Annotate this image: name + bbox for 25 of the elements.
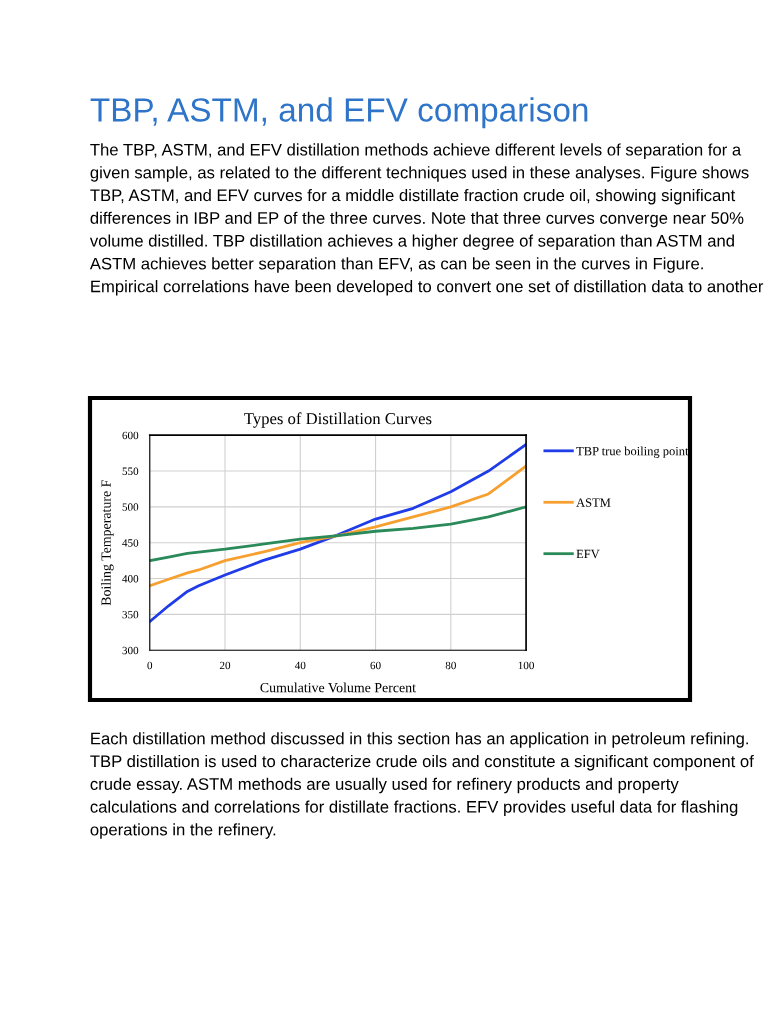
- y-tick-label: 350: [122, 610, 139, 619]
- x-tick-label: 0: [147, 661, 153, 670]
- text: Each distillation method discussed in this section has an application in petroleum refining. TBP distillation is used to characterize crude oils and constitute a significant component of crude essay. ASTM methods are usually used for refinery products and property calculations and correlations for distillate fractions. EFV provides useful data for flashing operations in the refinery.: [90, 732, 754, 839]
- x-tick-label: 100: [518, 661, 534, 670]
- line-series: [149, 505, 527, 563]
- x-tick-label: 80: [445, 661, 456, 670]
- line-series: [149, 443, 527, 623]
- text: TBP, ASTM, and EFV comparison: [90, 97, 588, 129]
- y-axis-title: Boiling Temperature F: [101, 480, 114, 606]
- y-tick-label: 300: [122, 646, 139, 655]
- legend-label: TBP true boiling point: [576, 446, 689, 458]
- x-tick-label: 20: [219, 661, 231, 670]
- legend-label: EFV: [576, 549, 600, 559]
- y-tick-label: 400: [122, 575, 139, 583]
- x-tick-label: 60: [370, 661, 381, 670]
- line-series: [149, 464, 527, 588]
- y-tick-label: 600: [122, 431, 139, 440]
- y-tick-label: 550: [122, 467, 139, 475]
- y-tick-label: 450: [122, 539, 139, 547]
- chart-title: Types of Distillation Curves: [244, 412, 432, 428]
- y-tick-label: 500: [122, 503, 139, 511]
- x-axis-title: Cumulative Volume Percent: [260, 682, 416, 693]
- x-tick-label: 40: [294, 661, 306, 670]
- text: The TBP, ASTM, and EFV distillation methods achieve different levels of separation for a given sample, as related to the different techniques used in these analyses. Figure shows TBP, ASTM, and EFV curves for a middle distillate fraction crude oil, showing significant differences in IBP and EP of the three curves. Note that three curves converge near 50% volume distilled. TBP distillation achieves a higher degree of separation than ASTM and ASTM achieves better separation than EFV, as can be seen in the curves in Figure. Empirical correlations have been developed to convert one set of distillation data to another: [89, 143, 764, 296]
- legend-label: ASTM: [576, 498, 611, 507]
